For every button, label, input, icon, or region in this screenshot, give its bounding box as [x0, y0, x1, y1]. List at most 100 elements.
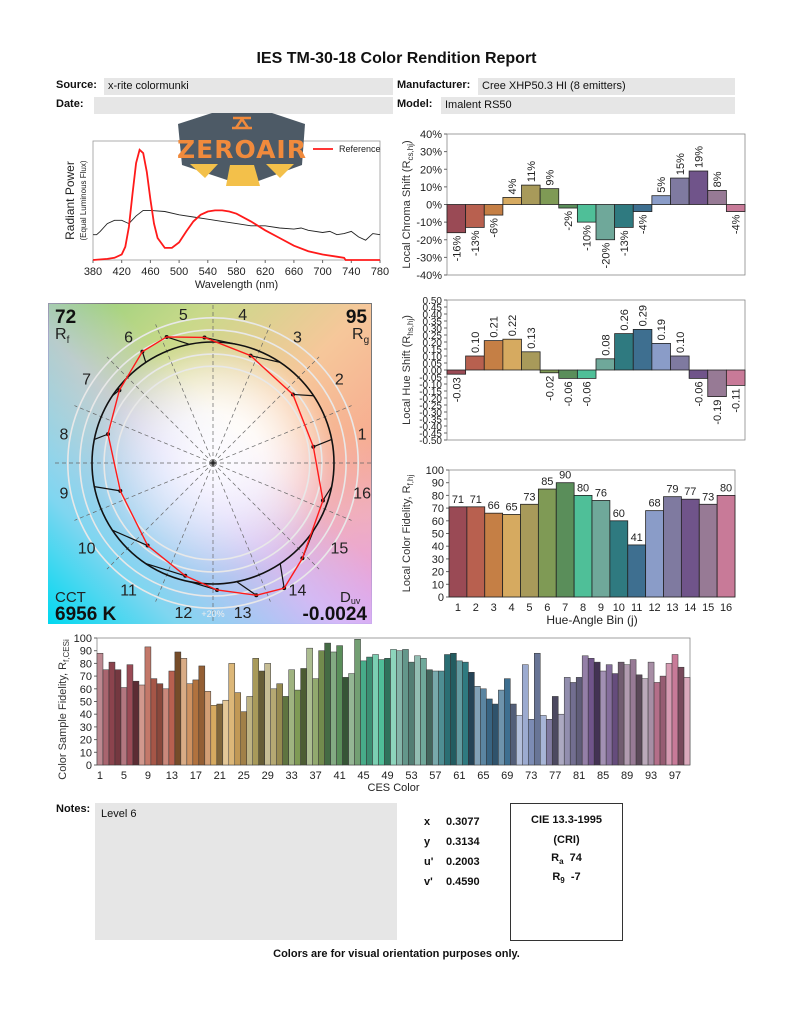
zeroair-logo: ZEROAIR: [177, 113, 306, 186]
ces-bar-98: [677, 666, 685, 766]
ces-bar-71: [516, 715, 523, 766]
bar-bin-3: [483, 204, 504, 216]
ces-bar-2: [102, 669, 110, 766]
hue-shift-arrow: [279, 563, 285, 589]
x-tick-label: 1: [455, 602, 461, 614]
x-tick-label: 6: [544, 602, 550, 614]
duv-label-sub: uv: [351, 596, 361, 606]
ces-bar-18: [198, 665, 206, 766]
ces-bar-12: [162, 688, 170, 766]
cct-value: 6956 K: [55, 604, 117, 625]
x-tick-label: 85: [597, 770, 609, 782]
ces-bar-83: [587, 658, 595, 766]
cri-panel: CIE 13.3-1995 (CRI) Ra 74 R9 -7: [510, 803, 623, 941]
bin-boundary-line: [212, 462, 320, 570]
data-label: 0.10: [470, 332, 482, 353]
ces-bar-14: [174, 651, 182, 766]
chromaticity-u: u' 0.2003: [424, 856, 480, 868]
rf-label-text: R: [55, 326, 67, 343]
x-tick-label: 9: [598, 602, 604, 614]
ces-bar-51: [396, 650, 403, 766]
rg-label: Rg: [352, 326, 369, 346]
ces-bar-42: [342, 677, 349, 766]
bar-bin-6: [539, 369, 560, 374]
ces-bar-9: [144, 646, 152, 766]
x-tick-label: 11: [631, 602, 642, 614]
ces-bar-1: [96, 652, 104, 766]
ces-bar-79: [563, 677, 571, 766]
bar-bin-7: [558, 369, 578, 379]
hue-shift-arrow: [313, 438, 332, 448]
ces-bar-65: [480, 688, 487, 766]
local-fidelity-chart-y-axis-label: Local Color Fidelity, Rf,hj: [401, 475, 415, 593]
y-tick-label: 30: [80, 722, 92, 734]
cct-label: CCT: [55, 589, 86, 606]
cri-title: CIE 13.3-1995: [531, 814, 602, 826]
x-tick-label: 21: [214, 770, 226, 782]
x-tick-label: 5: [526, 602, 532, 614]
x-tick-label: 97: [669, 770, 681, 782]
x-tick-label: 10: [613, 602, 625, 614]
data-label: -20%: [600, 243, 612, 269]
x-axis-label: Wavelength (nm): [195, 279, 278, 291]
ra-label: R: [551, 852, 560, 864]
bar-bin-6: [537, 488, 557, 598]
x-tick-label: 16: [720, 602, 732, 614]
chromaticity-y: y 0.3134: [424, 836, 480, 848]
v-value: 0.4590: [446, 876, 480, 888]
duv-value: -0.0024: [303, 604, 368, 625]
y-tick-label: 20: [80, 735, 92, 747]
ces-bar-76: [545, 719, 553, 766]
logo-ray: [226, 165, 260, 186]
y-tick-label: 0.00: [423, 366, 443, 377]
ces-bar-62: [462, 661, 469, 766]
data-label: 0.22: [507, 315, 519, 336]
x-tick-label: 5: [121, 770, 127, 782]
ces-bar-6: [126, 664, 134, 766]
y-tick-label: 0: [438, 592, 444, 604]
x-tick-label: 540: [199, 266, 217, 278]
ces-bar-61: [456, 660, 463, 766]
ces-bar-97: [671, 654, 679, 766]
y-tick-label: 0.45: [423, 303, 443, 314]
x-tick-label: 13: [666, 602, 678, 614]
manufacturer-field: Cree XHP50.3 HI (8 emitters): [478, 78, 735, 95]
x-tick-label: 700: [313, 266, 331, 278]
y-tick-label: -0.50: [419, 436, 442, 447]
ces-bar-8: [138, 684, 146, 766]
y-tick-label: 20: [432, 567, 444, 579]
u-value: 0.2003: [446, 856, 480, 868]
data-label: 68: [648, 498, 660, 510]
bar-bin-1: [446, 369, 467, 375]
rg-value: 95: [346, 307, 368, 328]
x-tick-label: 14: [684, 602, 696, 614]
bar-bin-7: [555, 482, 575, 598]
ces-bar-67: [492, 703, 499, 766]
data-label: 73: [523, 491, 535, 503]
x-tick-label: 81: [573, 770, 585, 782]
bar-bin-2: [465, 355, 485, 371]
bar-bin-5: [521, 351, 541, 371]
y-tick-label: 90: [80, 646, 92, 658]
y-tick-label: -0.25: [419, 401, 442, 412]
chroma-shift-chart: 40% 30% 20% 10% 0% -10% -20% -30% -40% -16% -13% -6…: [416, 129, 746, 282]
data-label: 60: [613, 508, 625, 520]
bin-boundary-line: [212, 462, 352, 521]
y-tick-label: 0.40: [423, 310, 443, 321]
bin-boundary-line: [74, 405, 214, 464]
x-tick-label: 3: [491, 602, 497, 614]
y-tick-label: -0.40: [419, 422, 442, 433]
y-tick-label: 0.20: [423, 338, 443, 349]
ces-bar-93: [647, 661, 655, 766]
ces-bar-13: [168, 670, 176, 766]
bar-bin-4: [502, 338, 522, 371]
v-label: v': [424, 876, 433, 888]
reference-ring: [115, 365, 311, 561]
data-label: 71: [470, 494, 482, 506]
ces-bar-96: [665, 663, 673, 766]
ces-bar-39: [324, 642, 331, 766]
bin-number-label: 5: [179, 307, 188, 324]
bar-bin-5: [520, 503, 539, 598]
bin-number-label: 2: [335, 372, 344, 389]
